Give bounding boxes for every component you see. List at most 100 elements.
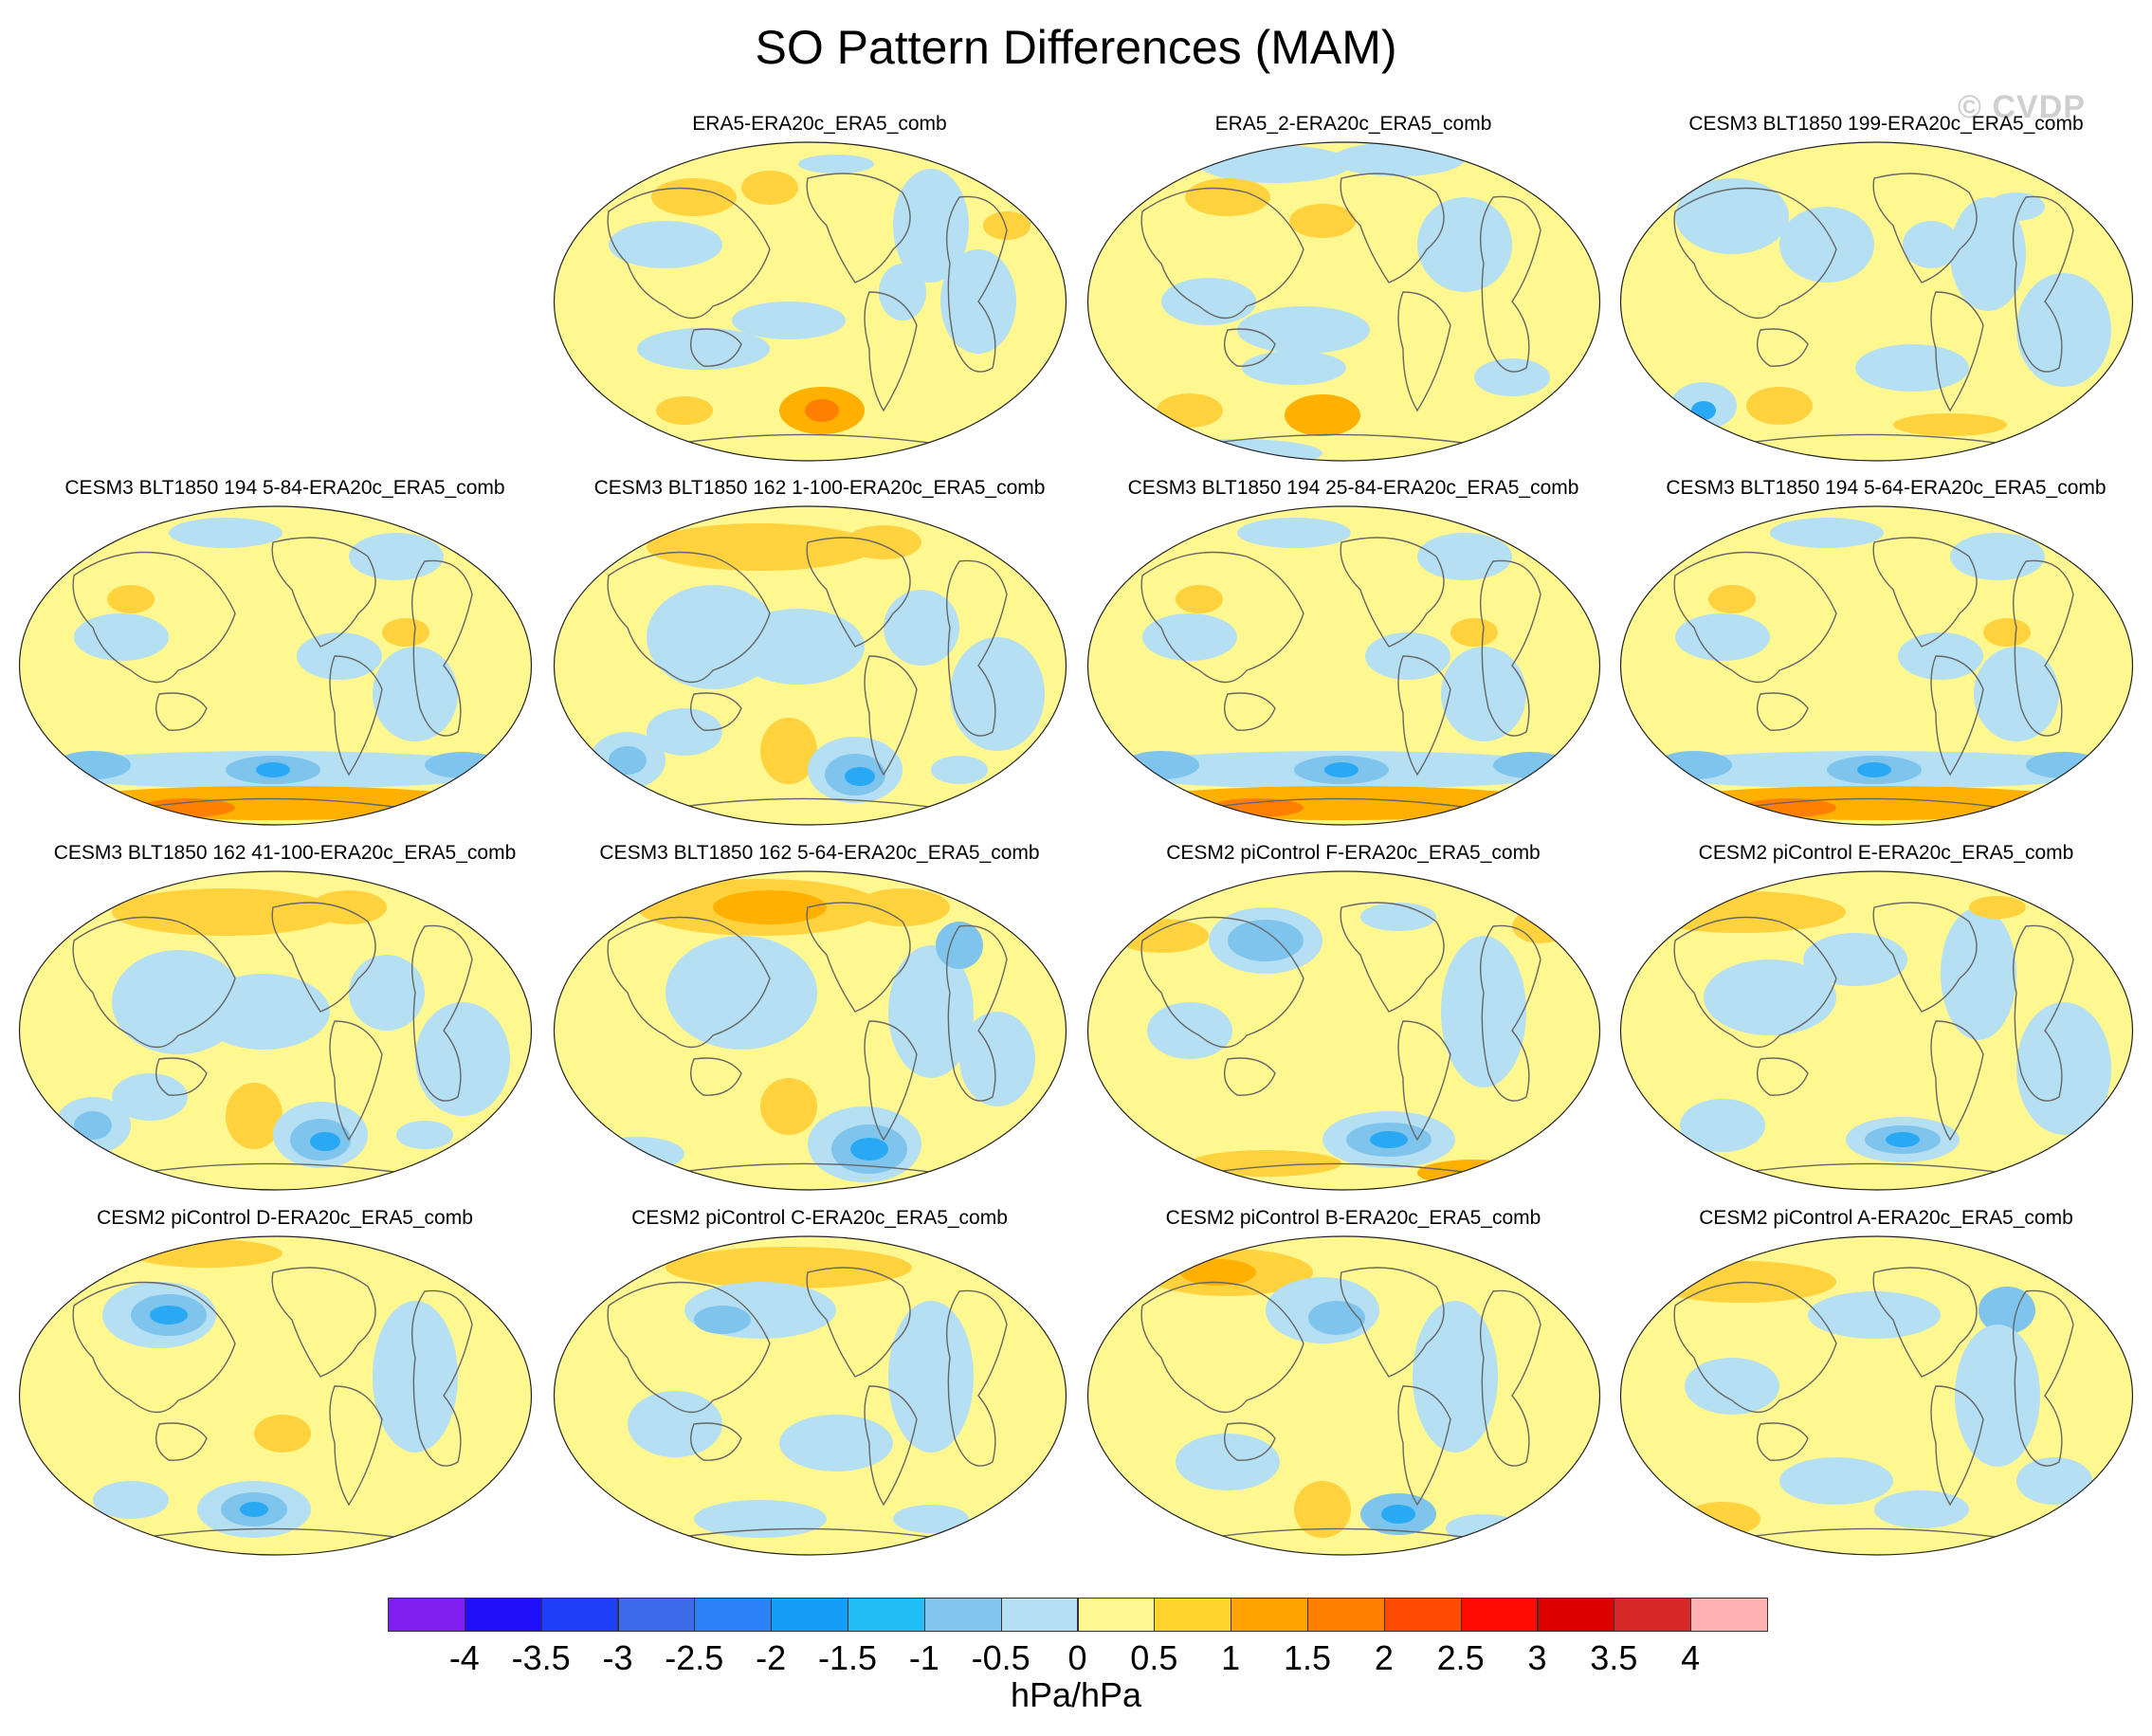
colorbar-swatch bbox=[388, 1598, 465, 1632]
anomaly-region bbox=[131, 1239, 283, 1268]
coastline bbox=[1208, 433, 1485, 447]
anomaly-region bbox=[694, 1500, 827, 1538]
colorbar-swatch bbox=[771, 1598, 848, 1632]
coastline bbox=[607, 187, 771, 320]
coastline bbox=[1757, 1422, 1809, 1461]
anomaly-region bbox=[150, 1306, 188, 1325]
anomaly-region bbox=[936, 922, 983, 969]
anomaly-region bbox=[713, 890, 827, 924]
anomaly-region bbox=[1708, 585, 1756, 613]
colorbar-swatch bbox=[617, 1598, 696, 1632]
coastline bbox=[1741, 797, 2017, 811]
colorbar-tick-label: 0.5 bbox=[1130, 1638, 1178, 1677]
anomaly-region bbox=[55, 786, 491, 820]
map-panel: CESM3 BLT1850 162 1-100-ERA20c_ERA5_comb bbox=[552, 476, 1087, 834]
globe-map bbox=[1619, 505, 2134, 826]
coastline bbox=[1397, 1385, 1451, 1507]
anomaly-region bbox=[666, 936, 817, 1050]
anomaly-region bbox=[741, 171, 798, 205]
coastline bbox=[945, 195, 1008, 373]
colorbar-tick-label: 1.5 bbox=[1283, 1638, 1332, 1677]
coastline bbox=[1479, 1289, 1541, 1467]
coastline bbox=[72, 1281, 236, 1414]
anomaly-region bbox=[1893, 413, 2007, 436]
anomaly-region bbox=[1950, 533, 2045, 580]
map-border bbox=[553, 870, 1067, 1191]
anomaly-region bbox=[1123, 751, 1199, 779]
globe-map bbox=[553, 505, 1067, 826]
coastline bbox=[139, 797, 416, 811]
colorbar-tick-label: -1.5 bbox=[817, 1638, 878, 1677]
anomaly-region bbox=[1199, 145, 1351, 183]
globe-map bbox=[1086, 870, 1601, 1191]
anomaly-region bbox=[55, 751, 131, 779]
anomaly-region bbox=[1180, 1259, 1256, 1286]
colorbar-units: hPa/hPa bbox=[1010, 1675, 1142, 1714]
anomaly-region bbox=[931, 756, 988, 784]
map-panel: CESM3 BLT1850 162 41-100-ERA20c_ERA5_com… bbox=[17, 841, 553, 1199]
pattern-field bbox=[1620, 1236, 2133, 1555]
pattern-field bbox=[1620, 142, 2133, 461]
anomaly-region bbox=[846, 525, 921, 559]
coastline bbox=[139, 1162, 416, 1176]
anomaly-region bbox=[415, 1002, 510, 1116]
anomaly-region bbox=[1308, 1301, 1365, 1335]
anomaly-region bbox=[1417, 197, 1512, 292]
coastline bbox=[690, 692, 742, 731]
pattern-field bbox=[19, 871, 532, 1190]
anomaly-region bbox=[1161, 278, 1256, 325]
panel-title: CESM3 BLT1850 194 25-84-ERA20c_ERA5_comb bbox=[1127, 477, 1579, 499]
anomaly-region bbox=[888, 945, 974, 1078]
anomaly-region bbox=[1779, 207, 1874, 283]
coastline bbox=[945, 924, 1008, 1102]
anomaly-region bbox=[1874, 1490, 1969, 1528]
anomaly-region bbox=[373, 1301, 458, 1453]
coastline bbox=[690, 1057, 742, 1096]
anomaly-region bbox=[1855, 344, 1969, 392]
anomaly-region bbox=[1417, 533, 1512, 580]
panel-title: CESM2 piControl C-ERA20c_ERA5_comb bbox=[631, 1207, 1008, 1229]
coastline bbox=[1757, 328, 1809, 367]
panel-title: CESM3 BLT1850 162 41-100-ERA20c_ERA5_com… bbox=[53, 842, 517, 864]
anomaly-region bbox=[888, 1301, 974, 1453]
anomaly-region bbox=[732, 302, 846, 339]
anomaly-region bbox=[893, 169, 969, 283]
map-panel: CESM2 piControl D-ERA20c_ERA5_comb bbox=[17, 1206, 553, 1564]
coastline bbox=[1872, 1267, 1978, 1378]
coastline bbox=[155, 1057, 208, 1096]
anomaly-region bbox=[254, 1415, 311, 1453]
globe-map bbox=[18, 505, 533, 826]
anomaly-region bbox=[2016, 1002, 2111, 1135]
map-border bbox=[18, 870, 533, 1191]
anomaly-region bbox=[1176, 1434, 1280, 1490]
anomaly-region bbox=[1450, 618, 1498, 647]
anomaly-region bbox=[805, 399, 839, 422]
coastline bbox=[1140, 551, 1304, 684]
map-border bbox=[1086, 505, 1601, 826]
anomaly-region bbox=[845, 767, 875, 786]
colorbar-tick-label: 4 bbox=[1681, 1638, 1701, 1677]
map-panel: CESM3 BLT1850 199-ERA20c_ERA5_comb bbox=[1618, 112, 2152, 470]
colorbar-swatch bbox=[540, 1598, 619, 1632]
anomaly-region bbox=[310, 1132, 340, 1151]
colorbar-tick-label: 3.5 bbox=[1590, 1638, 1638, 1677]
colorbar-tick-label: -0.5 bbox=[971, 1638, 1030, 1677]
map-panel: CESM3 BLT1850 194 5-64-ERA20c_ERA5_comb bbox=[1618, 476, 2152, 834]
coastline bbox=[1140, 916, 1304, 1049]
coastline bbox=[1741, 1162, 2017, 1176]
map-border bbox=[18, 1235, 533, 1556]
coastline bbox=[1340, 902, 1445, 1013]
coastline bbox=[1479, 924, 1541, 1102]
anomaly-region bbox=[950, 637, 1045, 751]
pattern-field bbox=[554, 1236, 1067, 1555]
anomaly-region bbox=[1941, 907, 2016, 1040]
coastline bbox=[1673, 916, 1837, 1049]
panel-title: CESM3 BLT1850 162 5-64-ERA20c_ERA5_comb bbox=[599, 842, 1040, 864]
coastline bbox=[1224, 1057, 1276, 1096]
anomaly-region bbox=[1185, 178, 1270, 216]
coastline bbox=[1208, 1527, 1485, 1541]
anomaly-region bbox=[694, 1306, 751, 1334]
anomaly-region bbox=[1285, 394, 1360, 436]
anomaly-region bbox=[1770, 518, 1884, 548]
anomaly-region bbox=[1176, 585, 1223, 613]
